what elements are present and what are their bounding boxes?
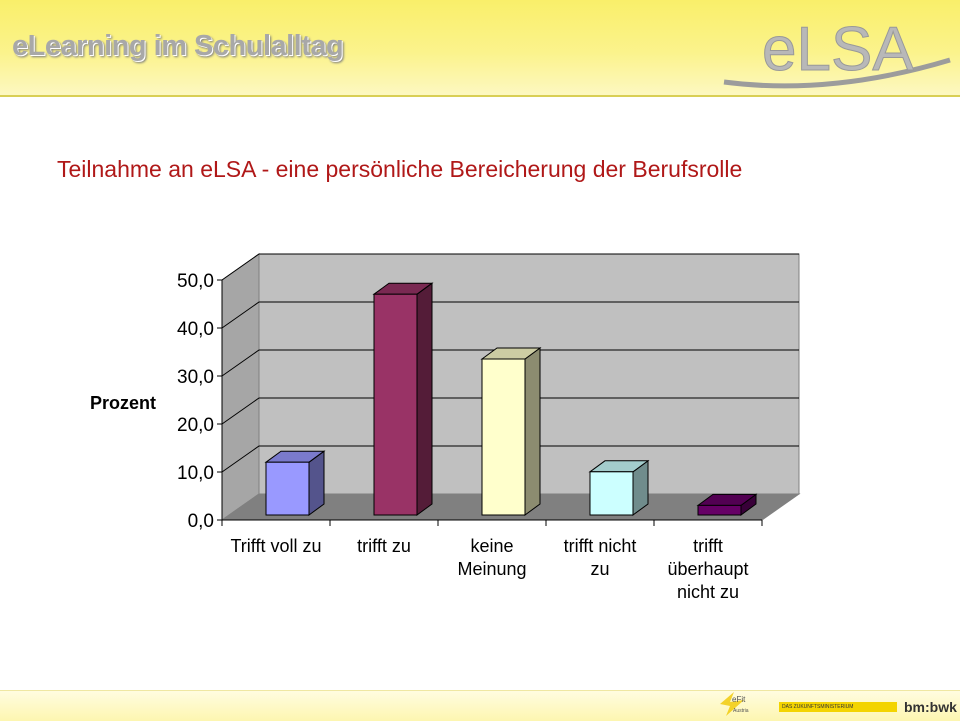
app-title: eLearning im Schulalltag xyxy=(12,30,344,62)
y-tick-label: 20,0 xyxy=(177,415,214,436)
bar-front xyxy=(481,358,526,516)
y-axis-label: Prozent xyxy=(90,393,156,413)
header-banner xyxy=(0,0,960,96)
bar-1 xyxy=(264,450,326,516)
x-tick-label: nicht zu xyxy=(677,582,739,602)
y-tick-label: 40,0 xyxy=(177,319,214,340)
gridline xyxy=(221,349,799,377)
elsa-logo: eLSA xyxy=(723,15,951,89)
efit-logo-text: eFit xyxy=(732,695,746,704)
slide-title: Teilnahme an eLSA - eine persönliche Ber… xyxy=(57,156,743,182)
gridline xyxy=(221,301,799,329)
bar-front xyxy=(265,461,310,516)
ministry-logo: bm:bwk xyxy=(904,699,957,715)
x-tick-label: trifft zu xyxy=(357,536,411,556)
x-tick-label: trifft xyxy=(693,536,723,556)
header-divider xyxy=(0,95,960,97)
bar-chart: 0,0 10,0 20,0 30,0 40,0 50,0 Prozent Trifft vol… xyxy=(90,253,801,602)
bar-front xyxy=(373,293,418,516)
x-tick-label: Meinung xyxy=(457,559,526,579)
x-tick-label: zu xyxy=(590,559,609,579)
gridline xyxy=(221,253,799,281)
y-tick-label: 30,0 xyxy=(177,367,214,388)
x-tick-label: überhaupt xyxy=(667,559,748,579)
y-tick-label: 0,0 xyxy=(188,511,214,532)
gridline xyxy=(221,445,799,473)
bar-side xyxy=(524,347,541,516)
y-tick-label: 10,0 xyxy=(177,463,214,484)
gridline xyxy=(221,397,799,425)
bar-side xyxy=(416,282,433,516)
efit-logo-icon xyxy=(720,692,744,716)
bar-5 xyxy=(696,493,758,516)
bar-2 xyxy=(372,282,434,516)
chart-side-wall xyxy=(221,253,260,521)
logo-text: eLSA xyxy=(762,15,914,84)
ministry-bar: DAS ZUKUNFTSMINISTERIUM xyxy=(779,702,897,712)
x-tick-label: Trifft voll zu xyxy=(230,536,321,556)
bar-front xyxy=(589,471,634,516)
y-tick-label: 50,0 xyxy=(177,271,214,292)
bar-front xyxy=(697,504,742,516)
bar-4 xyxy=(588,459,650,516)
efit-logo-sub: Austria xyxy=(733,708,749,714)
x-tick-label: keine xyxy=(470,536,513,556)
bar-3 xyxy=(480,347,542,516)
x-tick-label: trifft nicht xyxy=(564,536,637,556)
